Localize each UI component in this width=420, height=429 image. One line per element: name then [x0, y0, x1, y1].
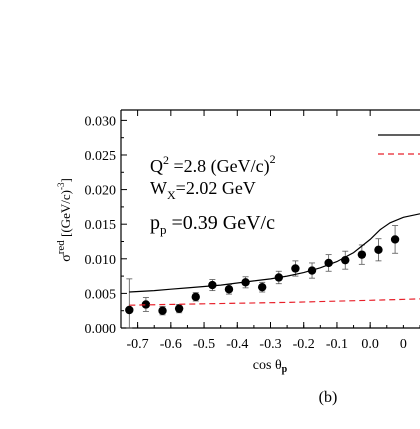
x-tick-label: -0.6: [160, 337, 182, 352]
data-point: [257, 282, 267, 292]
annotation-pp: pp =0.39 GeV/c: [150, 212, 275, 237]
x-tick-label: -0.2: [293, 337, 315, 352]
data-point: [125, 305, 134, 315]
x-tick-label: 0: [400, 337, 407, 352]
annotation-wx: WX=2.02 GeV: [150, 178, 256, 202]
data-point: [291, 264, 300, 273]
data-point: [357, 250, 367, 259]
x-axis-title: cos θp: [253, 358, 288, 375]
x-tick-label: -0.3: [259, 337, 281, 352]
y-axis-ticks: 0.000 0.005 0.010 0.015 0.020 0.025 0.030: [85, 114, 127, 337]
annotation-q2: Q2 =2.8 (GeV/c)2: [150, 152, 276, 177]
data-point: [191, 292, 200, 302]
x-tick-label: 0.0: [361, 337, 379, 352]
x-axis-ticks: -0.7 -0.6 -0.5 -0.4 -0.3 -0.2 -0.1 0.0 0: [120, 110, 420, 352]
x-tick-label: -0.7: [127, 337, 149, 352]
data-point: [141, 300, 151, 309]
y-tick-label: 0.030: [85, 114, 117, 129]
solid-curve: [129, 213, 420, 293]
series-layer: [125, 213, 420, 329]
y-tick-label: 0.025: [85, 149, 117, 164]
y-tick-label: 0.015: [85, 218, 117, 233]
data-point: [158, 306, 167, 315]
x-tick-label: -0.4: [226, 337, 248, 352]
panel-label: (b): [319, 389, 338, 406]
data-point: [224, 285, 234, 294]
y-tick-label: 0.005: [85, 287, 117, 302]
dashed-curve: [129, 298, 420, 306]
data-point: [390, 235, 400, 244]
data-point: [208, 280, 217, 290]
y-tick-label: 0.010: [85, 253, 117, 268]
data-point: [374, 245, 383, 254]
y-tick-label: 0.000: [85, 322, 117, 337]
data-point: [174, 304, 184, 313]
y-tick-label: 0.020: [85, 184, 117, 199]
x-tick-label: -0.1: [326, 337, 348, 352]
x-tick-label: -0.5: [193, 337, 215, 352]
y-axis-title: σred [(GeV/c)-3]: [55, 178, 74, 262]
